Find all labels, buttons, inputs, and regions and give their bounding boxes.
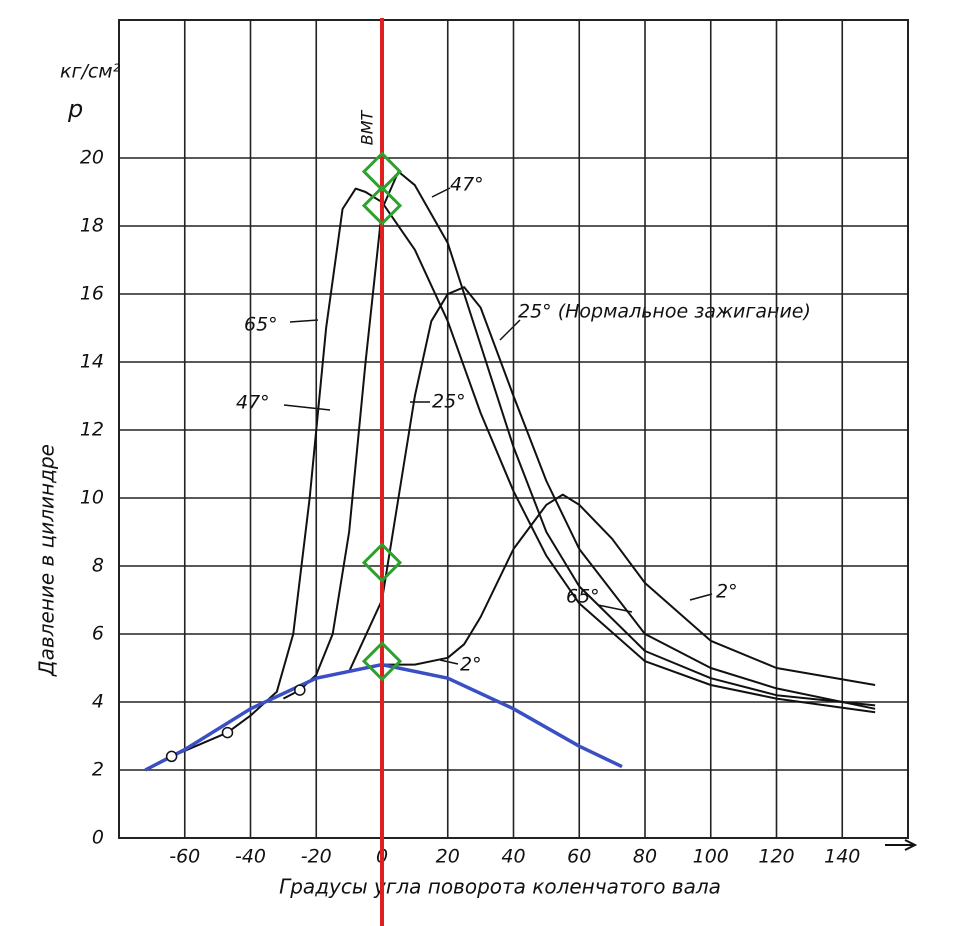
- highlight-marker: [361, 185, 403, 226]
- highlight-marker: [361, 641, 403, 682]
- y-axis-title: Давление в цилиндре: [35, 444, 59, 677]
- x-tick-label: 60: [567, 846, 591, 868]
- y-tick-label: 10: [80, 487, 104, 509]
- y-tick-label: 2: [92, 759, 104, 781]
- y-tick-label: 20: [80, 147, 104, 169]
- annotation: 25° (Нормальное зажигание): [518, 301, 811, 323]
- series-line: [144, 187, 876, 771]
- observed-point: [165, 750, 178, 763]
- y-symbol: p: [67, 95, 83, 123]
- observed-point: [221, 726, 234, 739]
- series-line: [382, 493, 876, 686]
- x-tick-label: -60: [169, 846, 200, 868]
- x-tick-label: -40: [235, 846, 266, 868]
- leader: [499, 319, 521, 341]
- observed-point: [294, 684, 306, 696]
- series-line: [282, 170, 876, 707]
- annotation: 2°: [716, 581, 738, 603]
- series-label: 47°: [236, 392, 270, 414]
- reference-label: ВМТ: [358, 110, 377, 146]
- series-label: 65°: [244, 314, 278, 336]
- series-label: 2°: [460, 654, 482, 676]
- x-axis-title: Градусы угла поворота коленчатого вала: [279, 875, 721, 899]
- y-tick-label: 8: [92, 555, 104, 577]
- leader: [289, 319, 319, 323]
- y-tick-label: 14: [80, 351, 104, 373]
- units-label: кг/см²: [60, 61, 121, 83]
- annotation: 65°: [566, 586, 600, 608]
- y-tick-label: 18: [80, 215, 104, 237]
- x-tick-label: 40: [501, 846, 525, 868]
- leader: [689, 593, 713, 601]
- leader: [439, 659, 459, 665]
- y-tick-label: 16: [80, 283, 104, 305]
- series-line: [348, 286, 876, 710]
- y-tick-label: 4: [92, 691, 104, 713]
- axis-arrow: [885, 839, 918, 851]
- x-tick-label: -20: [301, 846, 332, 868]
- annotation: 47°: [450, 174, 484, 196]
- x-tick-label: 120: [758, 846, 794, 868]
- x-tick-label: 100: [693, 846, 729, 868]
- y-tick-label: 0: [92, 827, 104, 849]
- x-tick-label: 80: [633, 846, 657, 868]
- y-tick-label: 12: [80, 419, 104, 441]
- series-label: 25°: [432, 391, 466, 413]
- x-tick-label: 140: [824, 846, 860, 868]
- y-tick-label: 6: [92, 623, 104, 645]
- leader: [283, 404, 331, 411]
- x-tick-label: 20: [436, 846, 460, 868]
- highlight-marker: [361, 542, 403, 583]
